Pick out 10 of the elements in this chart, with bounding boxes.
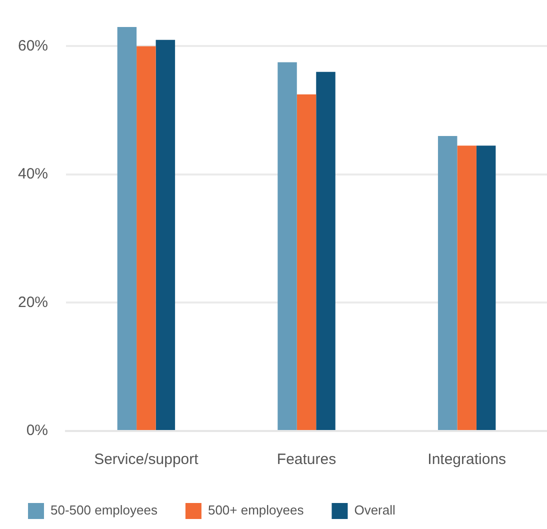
- x-tick-label: Features: [276, 451, 336, 468]
- y-tick-label: 40%: [18, 166, 48, 183]
- y-tick-label: 0%: [26, 422, 48, 440]
- y-tick-label: 20%: [18, 294, 48, 311]
- y-tick-label: 60%: [18, 37, 48, 54]
- legend-label: 50-500 employees: [50, 502, 158, 518]
- legend-label: 500+ employees: [208, 502, 304, 518]
- x-tick-label: Service/support: [94, 451, 200, 468]
- x-tick-label: Integrations: [428, 451, 506, 468]
- legend-label: Overall: [354, 502, 396, 518]
